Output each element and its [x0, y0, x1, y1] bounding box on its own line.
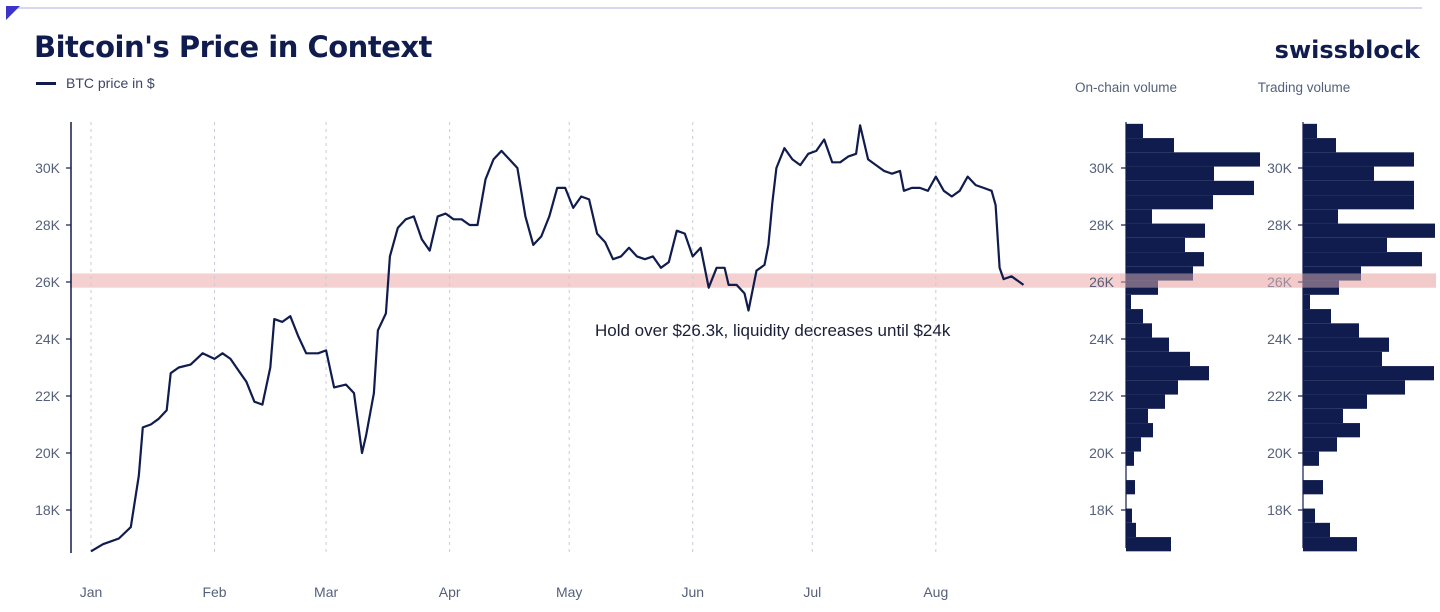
chart-title: Bitcoin's Price in Context	[34, 30, 432, 64]
trading-bar	[1303, 522, 1330, 538]
onchain-bar	[1126, 166, 1214, 181]
trading-bar	[1303, 366, 1434, 381]
onchain-bar	[1126, 508, 1132, 523]
trading-bar	[1303, 266, 1361, 281]
onchain-bar	[1126, 123, 1143, 139]
trading-bar	[1303, 252, 1422, 267]
y-tick-label: 30K	[35, 160, 61, 176]
onchain-bar	[1126, 152, 1260, 167]
onchain-tick-label: 30K	[1089, 160, 1115, 176]
trading-volume-title: Trading volume	[1257, 80, 1351, 95]
onchain-bar	[1126, 323, 1152, 338]
trading-bar	[1303, 337, 1389, 352]
annotation-text: Hold over $26.3k, liquidity decreases un…	[595, 321, 951, 340]
x-tick-label: Jul	[803, 584, 821, 600]
trading-tick-label: 30K	[1267, 160, 1293, 176]
trading-tick-label: 28K	[1267, 217, 1293, 233]
y-tick-label: 22K	[35, 388, 61, 404]
y-tick-label: 28K	[35, 217, 61, 233]
trading-bar	[1303, 138, 1336, 153]
y-tick-label: 26K	[35, 274, 61, 290]
trading-bar	[1303, 451, 1319, 466]
onchain-tick-label: 20K	[1089, 445, 1115, 461]
onchain-bar	[1126, 437, 1141, 452]
trading-bar	[1303, 294, 1310, 310]
trading-bar	[1303, 180, 1414, 196]
trading-tick-label: 20K	[1267, 445, 1293, 461]
onchain-bar	[1126, 394, 1165, 409]
legend: BTC price in $	[36, 75, 155, 91]
trading-bar	[1303, 537, 1357, 552]
onchain-bar	[1126, 195, 1213, 210]
trading-bar	[1303, 309, 1331, 324]
trading-bar	[1303, 280, 1339, 295]
onchain-bar	[1126, 366, 1209, 381]
btc-price-line	[90, 124, 1025, 553]
trading-tick-label: 24K	[1267, 331, 1293, 347]
x-tick-label: Jun	[681, 584, 704, 600]
onchain-volume-title: On-chain volume	[1074, 80, 1178, 95]
trading-bar	[1303, 408, 1343, 424]
onchain-bar	[1126, 423, 1153, 438]
trading-bar	[1303, 508, 1315, 523]
x-tick-label: Jan	[80, 584, 103, 600]
onchain-tick-label: 26K	[1089, 274, 1115, 290]
onchain-bar	[1126, 237, 1185, 253]
onchain-tick-label: 22K	[1089, 388, 1115, 404]
y-tick-label: 18K	[35, 502, 61, 518]
onchain-bar	[1126, 280, 1158, 295]
onchain-bar	[1126, 537, 1171, 552]
onchain-bar	[1126, 522, 1136, 538]
trading-bar	[1303, 223, 1435, 238]
trading-bar	[1303, 152, 1414, 167]
onchain-bar	[1126, 266, 1193, 281]
onchain-bar	[1126, 138, 1174, 153]
onchain-bar	[1126, 480, 1135, 495]
onchain-bar	[1126, 337, 1169, 352]
y-tick-label: 24K	[35, 331, 61, 347]
x-tick-label: Apr	[439, 584, 461, 600]
trading-tick-label: 22K	[1267, 388, 1293, 404]
trading-tick-label: 26K	[1267, 274, 1293, 290]
onchain-tick-label: 24K	[1089, 331, 1115, 347]
trading-tick-label: 18K	[1267, 502, 1293, 518]
x-tick-label: Aug	[923, 584, 948, 600]
x-tick-label: Feb	[202, 584, 226, 600]
legend-label: BTC price in $	[66, 75, 155, 91]
trading-bar	[1303, 380, 1405, 395]
legend-line-swatch	[36, 81, 56, 85]
onchain-bar	[1126, 294, 1131, 310]
trading-bar	[1303, 123, 1317, 139]
trading-bar	[1303, 437, 1337, 452]
onchain-bar	[1126, 309, 1143, 324]
onchain-tick-label: 18K	[1089, 502, 1115, 518]
brand-logo: swissblock	[1274, 36, 1420, 64]
corner-accent	[6, 6, 20, 20]
trading-bar	[1303, 209, 1338, 224]
trading-bar	[1303, 480, 1323, 495]
onchain-bar	[1126, 380, 1178, 395]
trading-bar	[1303, 323, 1359, 338]
trading-bar	[1303, 166, 1374, 181]
y-tick-label: 20K	[35, 445, 61, 461]
trading-bar	[1303, 351, 1382, 367]
trading-bar	[1303, 423, 1360, 438]
x-tick-label: May	[556, 584, 582, 600]
onchain-bar	[1126, 223, 1205, 238]
onchain-bar	[1126, 451, 1134, 466]
onchain-bar	[1126, 252, 1204, 267]
x-tick-label: Mar	[314, 584, 338, 600]
trading-bar	[1303, 394, 1367, 409]
onchain-bar	[1126, 209, 1152, 224]
onchain-bar	[1126, 351, 1190, 367]
trading-bar	[1303, 195, 1414, 210]
onchain-tick-label: 28K	[1089, 217, 1115, 233]
onchain-bar	[1126, 180, 1254, 196]
trading-bar	[1303, 237, 1387, 253]
support-band	[70, 273, 1436, 288]
support-band-overlay	[1120, 273, 1436, 288]
top-rule	[8, 7, 1422, 9]
onchain-bar	[1126, 408, 1148, 424]
